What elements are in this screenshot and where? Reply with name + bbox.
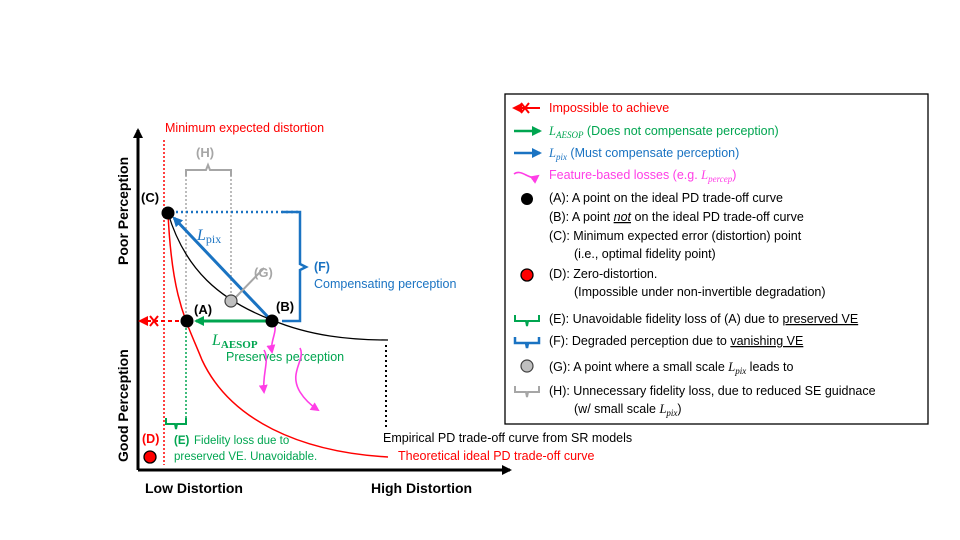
legend-red-dot: [520, 268, 534, 282]
y-axis-top-label: Poor Perception: [115, 157, 131, 265]
point-d: [143, 450, 157, 464]
h-label: (H): [196, 145, 214, 160]
legend-h-text-2: (w/ small scale Lpix): [574, 402, 682, 418]
point-b-label: (B): [276, 299, 294, 314]
legend-e-text: (E): Unavoidable fidelity loss of (A) du…: [549, 312, 858, 326]
legend-feature-arrow: [513, 171, 540, 184]
legend: Impossible to achieve LAESOP (Does not c…: [504, 93, 929, 425]
legend-h-bracket: [514, 386, 540, 398]
theoretical-curve-label: Theoretical ideal PD trade-off curve: [398, 449, 594, 463]
legend-impossible-cross-icon: [520, 102, 530, 114]
x-axis-right-label: High Distortion: [371, 480, 472, 496]
legend-f-bracket: [513, 337, 541, 349]
legend-gray-dot: [520, 359, 534, 373]
e-line1: Fidelity loss due to: [194, 435, 289, 447]
legend-c-text-1: (C): Minimum expected error (distortion)…: [549, 229, 802, 243]
f-bracket: [282, 210, 309, 323]
empirical-curve-label: Empirical PD trade-off curve from SR mod…: [383, 431, 632, 445]
point-g-label: (G): [254, 265, 273, 280]
g-leader-line: [234, 267, 265, 299]
point-c-label: (C): [141, 190, 159, 205]
point-g: [224, 294, 238, 308]
legend-c-text-2: (i.e., optimal fidelity point): [574, 247, 716, 261]
legend-d-text-1: (D): Zero-distortion.: [549, 267, 657, 281]
e-bracket: [165, 418, 187, 430]
legend-e-bracket: [514, 315, 540, 327]
legend-impossible-text: Impossible to achieve: [549, 101, 669, 115]
f-tag: (F): [314, 260, 330, 274]
y-axis-bottom-label: Good Perception: [115, 349, 131, 462]
legend-pix-text: Lpix (Must compensate perception): [548, 146, 739, 162]
f-text: Compensating perception: [314, 277, 456, 291]
legend-aesop-text: LAESOP (Does not compensate perception): [548, 124, 779, 140]
legend-box: [504, 93, 929, 425]
point-d-label: (D): [142, 432, 159, 446]
legend-feature-text: Feature-based losses (e.g. Lpercep): [549, 168, 736, 184]
point-a-label: (A): [194, 302, 212, 317]
e-line2: preserved VE. Unavoidable.: [174, 451, 317, 463]
x-axis-left-label: Low Distortion: [145, 480, 243, 496]
e-tag: (E): [174, 435, 190, 447]
feature-arrow-2: [294, 347, 320, 412]
feature-arrow-1: [258, 349, 268, 394]
preserves-perception-label: Preserves perception: [226, 350, 344, 364]
h-bracket: [185, 162, 232, 176]
legend-b-text: (B): A point not on the ideal PD trade-o…: [549, 210, 804, 224]
legend-h-text-1: (H): Unnecessary fidelity loss, due to r…: [549, 384, 876, 398]
l-pix-label: Lpix: [196, 227, 221, 246]
impossible-cross-icon: [149, 315, 159, 327]
theoretical-curve: [167, 212, 389, 458]
point-a: [180, 314, 194, 328]
min-distortion-label: Minimum expected distortion: [165, 121, 324, 135]
legend-black-dot: [521, 193, 533, 205]
legend-a-text: (A): A point on the ideal PD trade-off c…: [549, 191, 783, 205]
point-c: [161, 206, 175, 220]
legend-g-text: (G): A point where a small scale Lpix le…: [549, 360, 794, 376]
point-b: [265, 314, 279, 328]
legend-f-text: (F): Degraded perception due to vanishin…: [549, 334, 803, 348]
l-aesop-label: LAESOP: [211, 332, 258, 351]
legend-d-text-2: (Impossible under non-invertible degrada…: [574, 285, 826, 299]
l-pix-arrow: [172, 216, 271, 320]
